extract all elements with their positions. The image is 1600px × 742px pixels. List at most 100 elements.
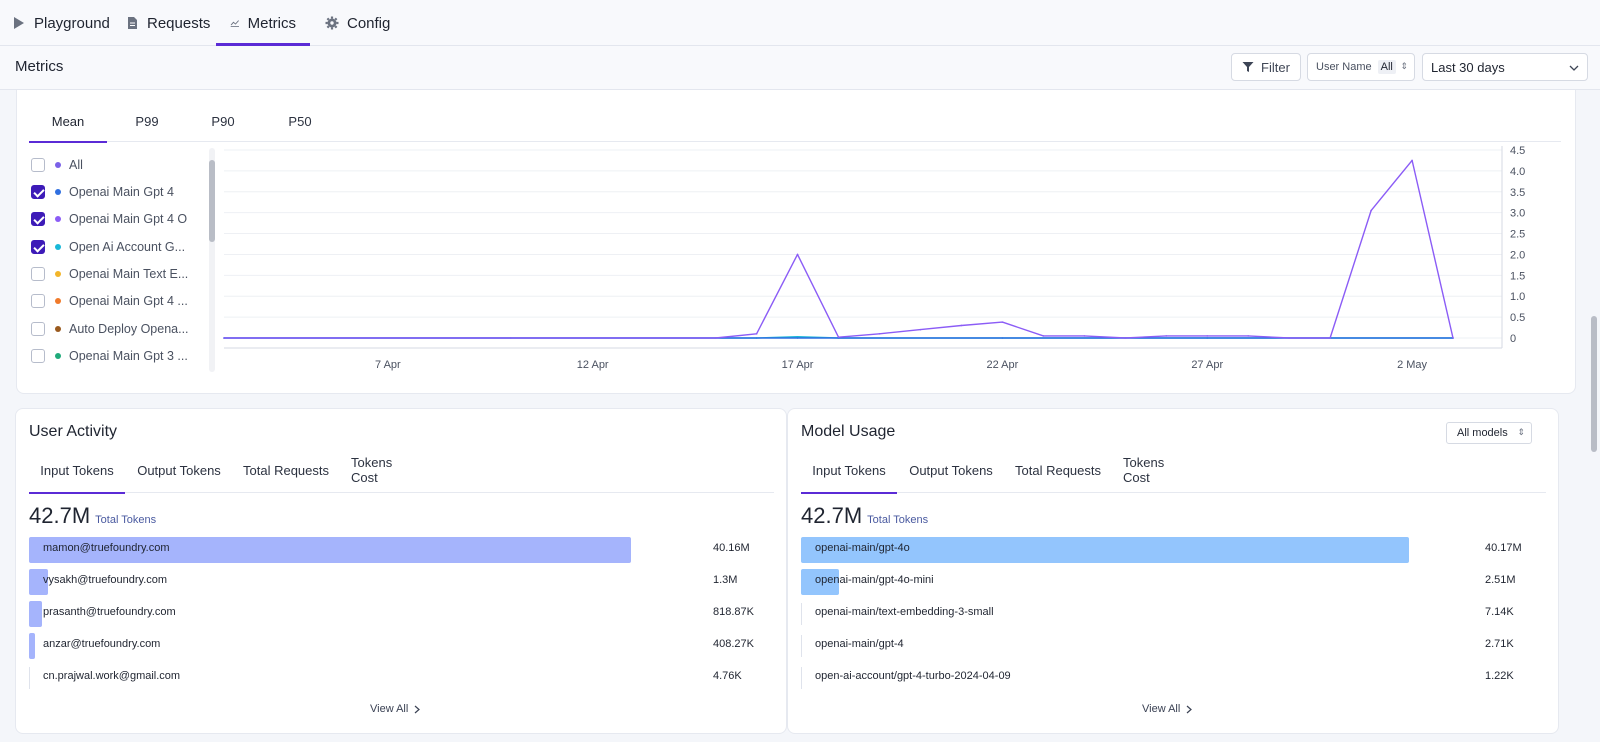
model-usage-tabs: Input Tokens Output Tokens Total Request… [801, 447, 1546, 494]
tab-total-requests[interactable]: Total Requests [243, 462, 329, 478]
data-point [1411, 159, 1413, 162]
bar-row[interactable]: openai-main/gpt-4o 40.17M [801, 537, 1546, 563]
x-tick-label: 12 Apr [577, 359, 609, 371]
scrollbar-thumb[interactable] [1591, 316, 1597, 452]
bar-row[interactable]: cn.prajwal.work@gmail.com 4.76K [29, 665, 774, 691]
data-point [796, 335, 799, 338]
legend-item[interactable]: Openai Main Gpt 4 O [31, 206, 207, 232]
view-all-link[interactable]: View All [370, 703, 421, 715]
bar-row[interactable]: openai-main/text-embedding-3-small 7.14K [801, 601, 1546, 627]
tab-config-label: Config [347, 14, 391, 32]
date-range-select[interactable]: Last 30 days [1422, 53, 1588, 81]
user-name-select-value: All [1377, 60, 1396, 74]
legend-item[interactable]: Openai Main Gpt 3 ... [31, 343, 207, 369]
total-tokens-label: Total Tokens [867, 514, 929, 526]
row-value: 2.71K [1485, 638, 1514, 650]
page-scrollbar[interactable] [1588, 90, 1600, 742]
updown-arrow-icon: ⇕ [1400, 61, 1408, 71]
data-point [796, 337, 799, 339]
legend-item[interactable]: Openai Main Gpt 4 ... [31, 288, 207, 314]
legend-item[interactable]: Openai Main Gpt 4 [31, 179, 207, 205]
tab-metrics-label: Metrics [247, 14, 296, 32]
checkbox[interactable] [31, 158, 45, 172]
series-color-dot [55, 244, 61, 250]
filter-button[interactable]: Filter [1231, 53, 1301, 81]
top-navigation: Playground Requests Metrics Config [0, 0, 1600, 46]
bar-row[interactable]: mamon@truefoundry.com 40.16M [29, 537, 774, 563]
y-tick-label: 4.5 [1510, 145, 1525, 157]
legend-label: Openai Main Gpt 3 ... [69, 349, 188, 363]
usage-bar [801, 569, 840, 595]
tab-output-tokens[interactable]: Output Tokens [137, 462, 221, 478]
legend-item[interactable]: Openai Main Text E... [31, 261, 207, 287]
tab-p99[interactable]: P99 [135, 113, 159, 129]
tab-total-requests[interactable]: Total Requests [1015, 462, 1101, 478]
row-label: openai-main/gpt-4 [815, 638, 904, 650]
usage-bar [29, 667, 30, 689]
page-header: Metrics Filter User Name All ⇕ Last 30 d… [0, 46, 1600, 90]
data-point [960, 324, 963, 327]
bar-row[interactable]: openai-main/gpt-4 2.71K [801, 633, 1546, 659]
tab-p90[interactable]: P90 [211, 113, 235, 129]
data-point [1165, 335, 1168, 337]
date-range-value: Last 30 days [1431, 59, 1505, 75]
tab-output-tokens[interactable]: Output Tokens [909, 462, 993, 478]
x-tick-label: 22 Apr [986, 359, 1018, 371]
scrollbar-thumb[interactable] [209, 160, 215, 242]
tab-mean[interactable]: Mean [29, 100, 107, 143]
checkbox[interactable] [31, 185, 45, 199]
series-color-dot [55, 162, 61, 168]
tab-tokens-cost[interactable]: Tokens Cost [1123, 455, 1165, 485]
chevron-down-icon [1569, 65, 1579, 71]
y-tick-label: 1.5 [1510, 270, 1525, 282]
tab-playground[interactable]: Playground [12, 0, 110, 46]
tab-p50[interactable]: P50 [288, 113, 312, 129]
y-tick-label: 2.0 [1510, 249, 1525, 261]
gear-icon [325, 16, 339, 30]
models-select[interactable]: All models ⇕ [1446, 422, 1532, 444]
data-point [1001, 337, 1004, 339]
data-point [1042, 335, 1045, 337]
updown-arrow-icon: ⇕ [1517, 427, 1525, 437]
data-point [796, 253, 799, 256]
legend-item[interactable]: Open Ai Account G... [31, 234, 207, 260]
bar-row[interactable]: open-ai-account/gpt-4-turbo-2024-04-09 1.… [801, 665, 1546, 691]
user-name-select[interactable]: User Name All ⇕ [1307, 53, 1415, 81]
checkbox[interactable] [31, 240, 45, 254]
tab-input-tokens[interactable]: Input Tokens [29, 447, 125, 494]
models-select-value: All models [1457, 427, 1508, 439]
tab-tokens-cost[interactable]: Tokens Cost [351, 455, 393, 485]
data-point [1370, 209, 1372, 212]
y-tick-label: 4.0 [1510, 166, 1525, 178]
row-label: prasanth@truefoundry.com [43, 606, 176, 618]
bar-row[interactable]: anzar@truefoundry.com 408.27K [29, 633, 774, 659]
checkbox[interactable] [31, 322, 45, 336]
data-point [1124, 337, 1127, 339]
tab-requests[interactable]: Requests [125, 0, 210, 46]
row-label: openai-main/gpt-4o-mini [815, 574, 934, 586]
play-icon [14, 17, 24, 29]
legend-item[interactable]: Auto Deploy Opena... [31, 316, 207, 342]
data-point [1329, 337, 1331, 339]
row-value: 4.76K [713, 670, 742, 682]
bar-row[interactable]: vysakh@truefoundry.com 1.3M [29, 569, 774, 595]
user-activity-tabs: Input Tokens Output Tokens Total Request… [29, 447, 774, 494]
bar-row[interactable]: openai-main/gpt-4o-mini 2.51M [801, 569, 1546, 595]
checkbox[interactable] [31, 267, 45, 281]
total-tokens-label: Total Tokens [95, 514, 157, 526]
legend-item[interactable]: All [31, 152, 207, 178]
tab-metrics[interactable]: Metrics [216, 0, 310, 46]
tab-input-tokens[interactable]: Input Tokens [801, 447, 897, 494]
checkbox[interactable] [31, 212, 45, 226]
bar-row[interactable]: prasanth@truefoundry.com 818.87K [29, 601, 774, 627]
checkbox[interactable] [31, 349, 45, 363]
checkbox[interactable] [31, 294, 45, 308]
data-point [1206, 335, 1209, 337]
row-label: cn.prajwal.work@gmail.com [43, 670, 181, 682]
y-tick-label: 3.0 [1510, 208, 1525, 220]
row-value: 408.27K [713, 638, 754, 650]
view-all-link[interactable]: View All [1142, 703, 1193, 715]
tab-config[interactable]: Config [325, 0, 390, 46]
legend-scrollbar[interactable] [207, 148, 217, 372]
total-tokens-value: 42.7M [29, 503, 91, 528]
